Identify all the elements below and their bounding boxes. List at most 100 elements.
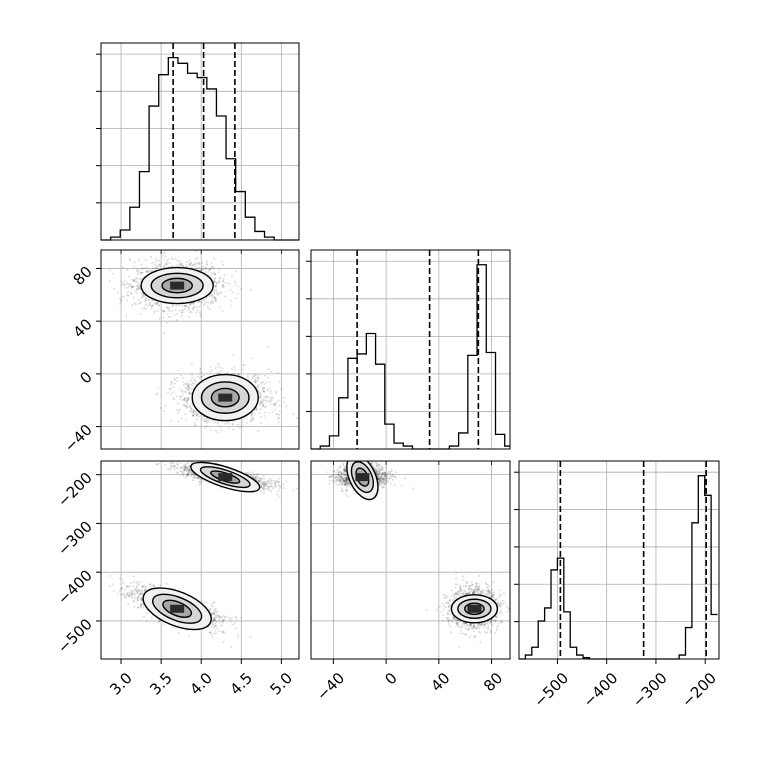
sample-point [230,645,233,648]
sample-point [121,587,124,590]
sample-point [144,300,147,303]
sample-point [211,295,214,298]
sample-point [184,307,187,310]
sample-point [154,267,157,270]
sample-point [180,390,183,393]
sample-point [176,380,179,383]
sample-point [216,422,219,425]
sample-point [132,279,135,282]
sample-point [197,477,200,480]
sample-point [141,585,144,588]
sample-point [126,268,129,271]
sample-point [141,307,144,310]
sample-point [273,481,276,484]
sample-point [210,633,213,636]
sample-point [265,484,268,487]
sample-point [181,398,184,401]
sample-point [208,308,211,311]
sample-point [213,612,216,615]
sample-point [179,395,182,398]
sample-point [189,404,192,407]
sample-point [132,296,135,299]
sample-point [188,263,191,266]
sample-point [125,286,128,289]
sample-point [122,295,125,298]
sample-point [176,412,179,415]
sample-point [150,269,153,272]
sample-point [131,593,134,596]
sample-point [126,594,129,597]
sample-point [179,398,182,401]
sample-point [204,419,207,422]
sample-point [267,485,270,488]
sample-point [142,293,145,296]
sample-point [262,483,265,486]
sample-point [274,390,277,393]
sample-point [262,390,265,393]
sample-point [193,304,196,307]
sample-point [185,406,188,409]
sample-point [202,300,205,303]
sample-point [269,381,272,384]
sample-point [269,389,272,392]
histogram-panel-0 [96,42,300,241]
sample-point [269,482,272,485]
sample-point [159,265,162,268]
sample-point [202,269,205,272]
sample-point [192,479,195,482]
sample-point [187,384,190,387]
sample-point [136,599,139,602]
sample-point [184,304,187,307]
sample-point [200,269,203,272]
sample-point [141,586,144,589]
sample-point [173,378,176,381]
sample-point [132,600,135,603]
sample-point [235,270,238,273]
sample-point [180,264,183,267]
sample-point [265,395,268,398]
sample-point [223,619,226,622]
sample-point [131,278,134,281]
sample-point [179,469,182,472]
sample-point [261,487,264,490]
sample-point [223,631,226,634]
sample-point [207,270,210,273]
sample-point [140,598,143,601]
histogram-step [311,264,510,450]
sample-point [171,304,174,307]
sample-point [173,397,176,400]
sample-point [252,375,255,378]
sample-point [186,388,189,391]
sample-point [222,630,225,633]
sample-point [136,268,139,271]
sample-point [137,595,140,598]
sample-point [198,311,201,314]
sample-point [202,374,205,377]
sample-point [222,263,225,266]
sample-point [185,404,188,407]
sample-point [262,405,265,408]
sample-point [126,294,129,297]
histogram-step [101,56,299,241]
sample-point [131,286,134,289]
sample-point [178,309,181,312]
sample-point [263,489,266,492]
sample-point [192,411,195,414]
sample-point [211,302,214,305]
sample-point [140,598,143,601]
sample-point [249,289,252,292]
sample-point [162,310,165,313]
sample-point [121,266,124,269]
sample-point [211,636,214,639]
sample-point [212,266,215,269]
sample-point [132,585,135,588]
sample-point [209,631,212,634]
sample-point [234,615,237,618]
sample-point [232,372,235,375]
sample-point [166,306,169,309]
sample-point [185,400,188,403]
sample-point [181,309,184,312]
sample-point [249,474,252,477]
sample-point [209,302,212,305]
sample-point [219,291,222,294]
